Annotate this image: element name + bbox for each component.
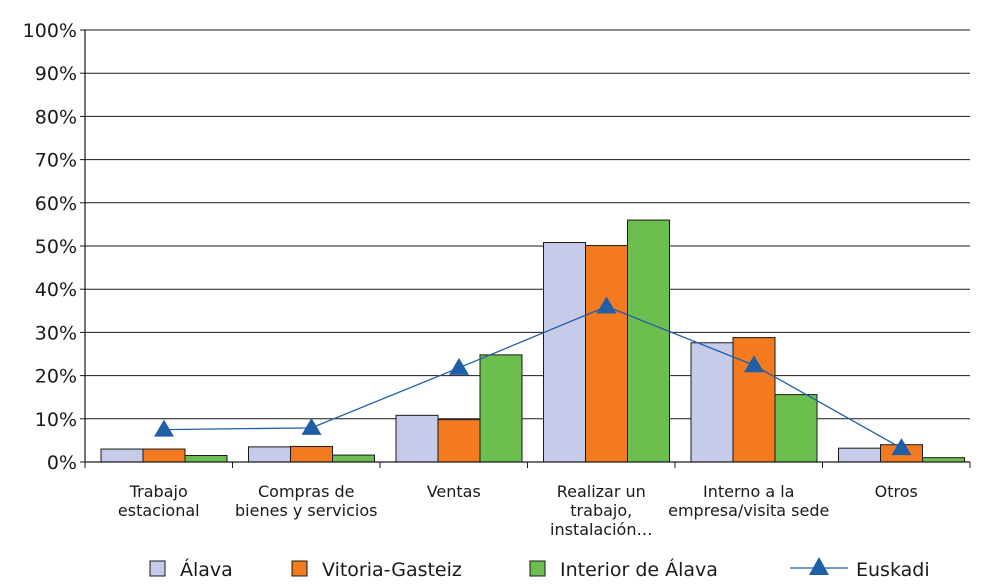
x-category-label: Ventas — [427, 482, 481, 501]
x-category-label: bienes y servicios — [235, 501, 377, 520]
x-category-label: Compras de — [258, 482, 355, 501]
bar — [838, 447, 881, 463]
line-point — [596, 296, 617, 314]
bar — [100, 448, 144, 463]
legend-label: Vitoria-Gasteiz — [322, 559, 462, 581]
line-point — [891, 438, 912, 456]
legend-swatch — [291, 560, 308, 577]
legend-swatch — [149, 560, 166, 577]
bar — [290, 445, 333, 463]
bar — [184, 455, 228, 463]
axes — [84, 30, 971, 468]
x-category-label: Otros — [875, 482, 918, 501]
x-category-label: trabajo, — [570, 501, 632, 520]
series-line — [163, 305, 902, 449]
x-category-label: estacional — [118, 501, 200, 520]
legend-label: Álava — [180, 558, 233, 581]
line-point — [301, 417, 322, 435]
bar — [142, 448, 186, 463]
legend-label: Euskadi — [856, 559, 930, 581]
bar — [690, 342, 734, 463]
bar — [774, 394, 818, 463]
bar — [922, 457, 965, 463]
bar — [395, 414, 439, 463]
bars — [100, 219, 965, 463]
bar — [627, 219, 670, 463]
y-tick-label: 10% — [35, 409, 77, 431]
legend-swatch — [529, 560, 546, 577]
euskadi-line — [154, 296, 912, 456]
line-point — [744, 355, 764, 373]
bar — [332, 454, 375, 463]
bar — [248, 446, 291, 463]
y-tick-label: 50% — [35, 236, 77, 258]
line-point — [449, 357, 469, 375]
y-tick-label: 100% — [23, 20, 77, 42]
x-category-label: instalación… — [550, 520, 652, 539]
gridlines — [80, 29, 970, 463]
bar — [543, 242, 586, 463]
x-category-label: empresa/visita sede — [668, 501, 829, 520]
y-tick-label: 80% — [35, 106, 77, 128]
bar — [479, 354, 523, 463]
y-tick-label: 70% — [35, 150, 77, 172]
y-tick-label: 30% — [35, 322, 77, 344]
y-tick-label: 20% — [35, 366, 77, 388]
line-point — [154, 419, 174, 437]
x-category-label: Trabajo — [129, 482, 188, 501]
y-tick-label: 60% — [35, 193, 77, 215]
x-category-label: Realizar un — [557, 482, 646, 501]
y-tick-label: 90% — [35, 63, 77, 85]
y-tick-label: 0% — [47, 452, 77, 474]
legend: Álava Vitoria-Gasteiz Interior de Álava Eus… — [149, 557, 930, 581]
y-tick-label: 40% — [35, 279, 77, 301]
y-axis-ticks: 0% 10% 20% 30% 40% 50% 60% 70% 80% 90% 100% — [23, 20, 77, 474]
x-category-label: Interno a la — [703, 482, 794, 501]
legend-label: Interior de Álava — [560, 558, 718, 581]
legend-marker — [809, 557, 829, 575]
bar — [437, 419, 481, 463]
bar — [585, 245, 628, 463]
